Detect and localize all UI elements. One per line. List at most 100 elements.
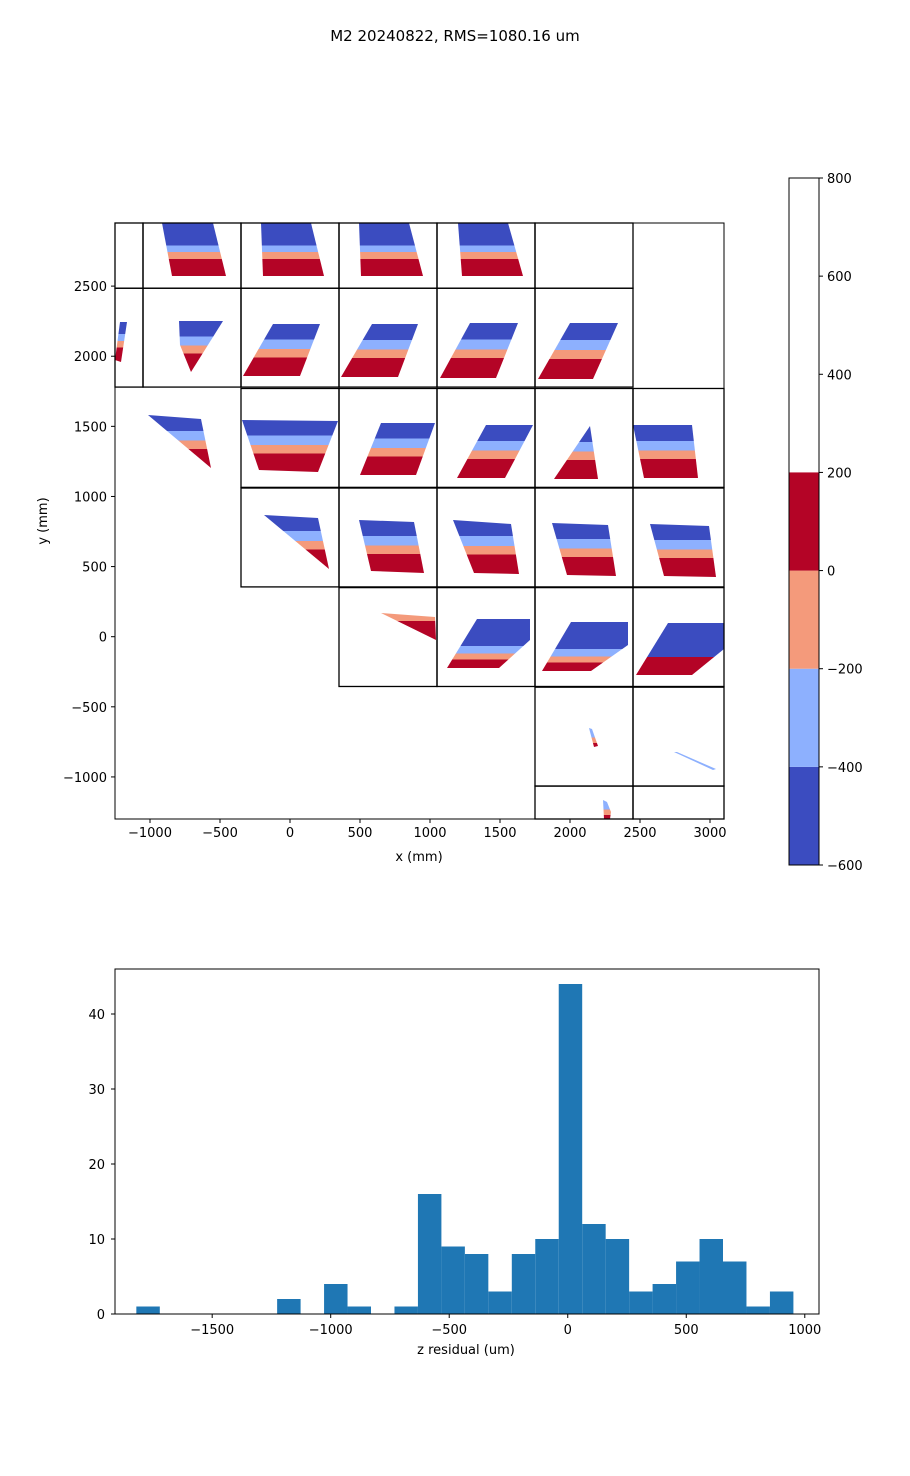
histogram-bar — [652, 1284, 677, 1314]
map-y-tick-label: 2000 — [74, 350, 107, 365]
contour-panel-fill — [542, 622, 628, 671]
histogram-bar — [441, 1246, 465, 1314]
contour-panel-fill — [458, 223, 523, 276]
contour-panel-fill — [554, 426, 598, 479]
histogram-x-tick-label: −500 — [431, 1323, 467, 1338]
histogram-y-tick-label: 0 — [97, 1308, 105, 1323]
panel-boundaries — [114, 222, 725, 820]
colorbar-tick-label: 600 — [827, 270, 852, 285]
histogram-bar — [136, 1306, 160, 1314]
map-x-tick-label: 1000 — [413, 826, 446, 841]
contour-panel-fill — [457, 425, 533, 478]
map-y-tick-label: −1000 — [63, 771, 107, 786]
colorbar-band — [789, 766, 819, 865]
map-x-tick-label: 2000 — [553, 826, 586, 841]
contour-panel-fill — [603, 800, 611, 819]
histogram-bar — [676, 1261, 700, 1314]
figure-title: M2 20240822, RMS=1080.16 um — [330, 27, 580, 45]
contour-panel-fill — [360, 423, 435, 475]
histogram-bar — [769, 1291, 794, 1314]
colorbar-tick-label: −600 — [827, 859, 863, 874]
colorbar-tick-label: −400 — [827, 761, 863, 776]
histogram-bar — [324, 1284, 348, 1314]
histogram-bar — [417, 1194, 442, 1314]
colorbar-band — [789, 570, 819, 669]
contour-panel-fill — [261, 223, 324, 276]
contour-panel-fill — [179, 321, 223, 372]
colorbar-tick-label: 400 — [827, 368, 852, 383]
histogram-bar — [746, 1306, 770, 1314]
histogram-x-axis-label: z residual (um) — [417, 1343, 515, 1358]
contour-panel-fill — [447, 619, 530, 668]
contour-panel-fill — [538, 323, 618, 379]
histogram-x-tick-label: 1000 — [788, 1323, 821, 1338]
panel-boundary — [632, 785, 725, 820]
histogram-bar — [464, 1254, 489, 1314]
histogram-bar — [347, 1306, 371, 1314]
contour-panel-fill — [148, 415, 211, 468]
map-x-tick-label: 1500 — [483, 826, 516, 841]
map-x-tick-label: 500 — [348, 826, 373, 841]
histogram-y-tick-label: 10 — [88, 1233, 105, 1248]
colorbar-band — [789, 472, 819, 571]
contour-panel-fill — [264, 515, 329, 569]
histogram-bar — [558, 984, 583, 1314]
histogram-x-tick-label: −1000 — [309, 1323, 353, 1338]
colorbar-tick-label: 0 — [827, 565, 835, 580]
histogram-bars — [136, 984, 794, 1314]
colorbar-tick-label: 800 — [827, 172, 852, 187]
contour-panel-fill — [115, 322, 127, 362]
map-y-tick-label: 1000 — [74, 490, 107, 505]
histogram-bar — [488, 1291, 512, 1314]
contour-panel-fill — [242, 420, 338, 472]
contour-panel-fill — [341, 324, 418, 377]
histogram-bar — [394, 1306, 418, 1314]
contour-panel-fill — [636, 623, 724, 675]
contour-panel-fill — [440, 323, 518, 378]
contour-panel-fill — [633, 425, 698, 478]
contour-panel-fill — [359, 520, 424, 573]
histogram-bar — [605, 1239, 630, 1314]
map-y-tick-label: 2500 — [74, 280, 107, 295]
map-x-tick-label: 2500 — [623, 826, 656, 841]
contour-fills — [115, 223, 724, 819]
histogram-x-tick-label: 500 — [674, 1323, 699, 1338]
histogram-bar — [535, 1239, 559, 1314]
histogram-bar — [277, 1299, 301, 1314]
histogram-y-tick-label: 40 — [88, 1008, 105, 1023]
histogram-axes-frame — [114, 968, 820, 1315]
map-axes: −1000 −500 0 500 1000 1500 2000 2500 3000 −1000 −5… — [63, 222, 727, 841]
map-x-axis-label: x (mm) — [395, 850, 442, 865]
contour-panel-fill — [243, 324, 320, 376]
contour-panel-fill — [453, 520, 519, 574]
panel-boundary — [240, 487, 340, 588]
map-axes-frame — [114, 222, 725, 820]
map-y-tick-label: 500 — [82, 561, 107, 576]
colorbar-band — [789, 668, 819, 767]
histogram-y-tick-label: 20 — [88, 1158, 105, 1173]
histogram-bar — [582, 1224, 606, 1314]
colorbar: −600 −400 −200 0 200 400 600 800 — [788, 172, 863, 874]
map-y-tick-label: 1500 — [74, 420, 107, 435]
contour-panel-fill — [674, 752, 716, 770]
panel-boundary — [534, 686, 634, 787]
histogram-bar — [723, 1261, 747, 1314]
colorbar-tick-label: −200 — [827, 663, 863, 678]
panel-boundary — [338, 586, 438, 688]
contour-panel-fill — [650, 524, 716, 577]
histogram-bar — [511, 1254, 536, 1314]
contour-panel-fill — [381, 613, 436, 640]
histogram-x-tick-label: 0 — [564, 1323, 572, 1338]
map-x-tick-label: 3000 — [693, 826, 726, 841]
contour-panel-fill — [552, 523, 616, 576]
histogram-bar — [699, 1239, 723, 1314]
panel-boundary — [534, 222, 634, 289]
histogram-y-tick-label: 30 — [88, 1083, 105, 1098]
contour-panel-fill — [359, 223, 423, 276]
map-x-tick-label: −1000 — [128, 826, 172, 841]
histogram-bar — [629, 1291, 653, 1314]
contour-panel-fill — [589, 728, 598, 747]
colorbar-frame — [788, 177, 820, 866]
histogram-x-tick-label: −1500 — [190, 1323, 234, 1338]
